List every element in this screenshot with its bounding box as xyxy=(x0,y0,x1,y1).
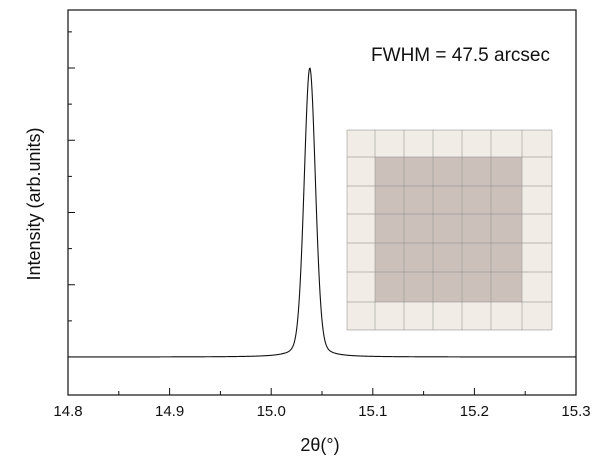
x-axis-ticks xyxy=(67,388,577,395)
fwhm-annotation: FWHM = 47.5 arcsec xyxy=(371,45,550,66)
x-tick-label: 15.0 xyxy=(257,403,286,420)
x-tick-label: 15.3 xyxy=(561,403,590,420)
x-tick-label: 15.1 xyxy=(358,403,387,420)
x-axis-tick-labels: 14.8 14.9 15.0 15.1 15.2 15.3 xyxy=(53,403,590,420)
x-tick-label: 15.2 xyxy=(460,403,489,420)
inset-grid-lines xyxy=(346,129,553,331)
inset-crystal-square xyxy=(375,157,522,302)
x-tick-label: 14.8 xyxy=(53,403,82,420)
y-axis-ticks xyxy=(68,31,75,358)
x-axis-title: 2θ(°) xyxy=(300,435,339,455)
y-axis-title: Intensity (arb.units) xyxy=(24,127,44,280)
rocking-curve-line xyxy=(68,67,576,358)
x-tick-label: 14.9 xyxy=(155,403,184,420)
crystal-photo-inset xyxy=(346,129,553,331)
